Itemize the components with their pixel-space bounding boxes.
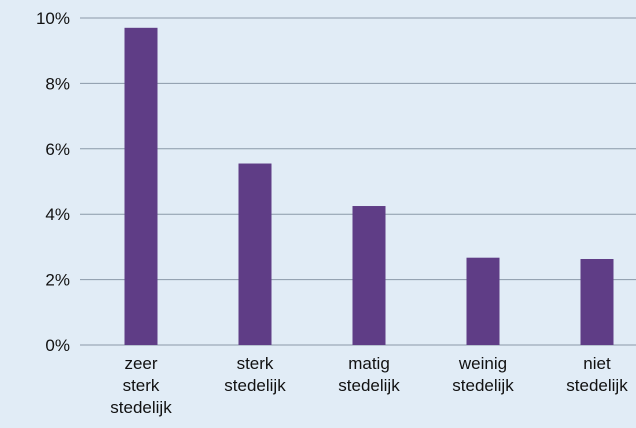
bar-4 (580, 258, 614, 345)
x-category-label: matig (348, 354, 390, 373)
x-category-label: sterk (123, 376, 160, 395)
y-tick-label: 2% (45, 271, 70, 290)
x-category-label: stedelijk (338, 376, 400, 395)
y-axis-tick-labels: 0% 2% 4% 6% 8% 10% (36, 9, 70, 355)
x-category-label: stedelijk (110, 398, 172, 417)
y-tick-label: 10% (36, 9, 70, 28)
x-category-label: stedelijk (452, 376, 514, 395)
x-category-label: niet (583, 354, 611, 373)
x-axis-category-labels: zeer sterk stedelijk sterk stedelijk matig ste… (110, 354, 628, 417)
y-tick-label: 6% (45, 140, 70, 159)
bar-1 (238, 163, 272, 345)
x-category-label: stedelijk (566, 376, 628, 395)
bars (124, 27, 614, 346)
x-category-label: zeer (124, 354, 157, 373)
x-category-label: sterk (237, 354, 274, 373)
y-tick-label: 0% (45, 336, 70, 355)
y-tick-label: 4% (45, 205, 70, 224)
y-tick-label: 8% (45, 74, 70, 93)
x-category-label: weinig (458, 354, 507, 373)
x-category-label: stedelijk (224, 376, 286, 395)
bar-3 (466, 257, 500, 345)
bar-2 (352, 206, 386, 345)
bar-0 (124, 27, 158, 346)
